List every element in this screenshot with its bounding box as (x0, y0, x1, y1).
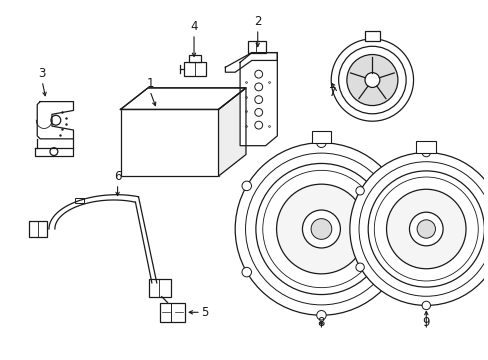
Circle shape (330, 39, 413, 121)
Bar (311, 131, 330, 143)
Circle shape (242, 267, 251, 277)
Circle shape (349, 153, 488, 305)
Polygon shape (35, 148, 73, 156)
Bar (120, 109, 218, 176)
Circle shape (242, 181, 251, 191)
Text: 8: 8 (317, 316, 325, 329)
Bar (189, 55, 201, 62)
Circle shape (302, 210, 340, 248)
Circle shape (316, 310, 325, 320)
Polygon shape (218, 88, 245, 176)
Polygon shape (225, 53, 277, 72)
Bar (247, 41, 265, 53)
Bar (149, 279, 170, 297)
Circle shape (421, 148, 429, 157)
Circle shape (408, 212, 442, 246)
Polygon shape (120, 88, 245, 109)
Bar (364, 31, 380, 41)
Circle shape (346, 54, 397, 105)
Circle shape (390, 181, 400, 191)
Polygon shape (37, 102, 73, 139)
Text: 5: 5 (201, 306, 208, 319)
Circle shape (355, 186, 364, 195)
Bar (75, 198, 84, 203)
Circle shape (235, 143, 407, 315)
Text: 9: 9 (422, 316, 429, 329)
Text: 6: 6 (114, 170, 121, 183)
Circle shape (276, 184, 366, 274)
Circle shape (316, 138, 325, 148)
Text: 7: 7 (328, 86, 335, 99)
Bar (416, 141, 435, 153)
Polygon shape (240, 53, 277, 146)
Circle shape (364, 73, 379, 87)
Text: 1: 1 (146, 77, 153, 90)
Text: 3: 3 (39, 67, 46, 80)
Bar (29, 221, 47, 237)
Circle shape (310, 219, 331, 239)
Text: 4: 4 (190, 20, 197, 33)
Circle shape (355, 263, 364, 271)
Circle shape (386, 189, 465, 269)
Circle shape (421, 301, 429, 310)
Bar (160, 302, 185, 322)
Circle shape (390, 267, 400, 277)
Bar (184, 62, 205, 76)
Circle shape (416, 220, 435, 238)
Text: 2: 2 (253, 15, 261, 28)
